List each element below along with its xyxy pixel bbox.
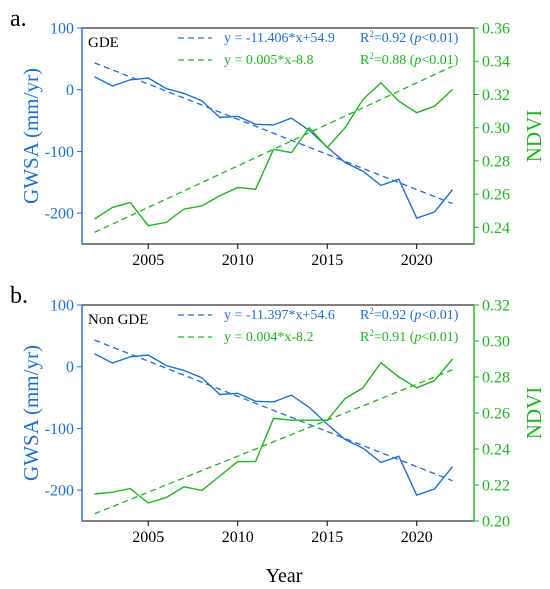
fit-r2: R2=0.91 (p<0.01) [360,328,459,345]
series-line-green [94,81,453,227]
y2-tick-label: 0.26 [482,187,510,204]
y-tick-label: 0 [66,359,74,376]
y-axis-title: GWSA (mm/yr) [19,345,43,481]
x-tick-label: 2010 [222,529,254,546]
trend-line-blue [94,62,453,205]
y2-axis-title: NDVI [522,110,546,163]
y-tick-label: -200 [45,206,74,223]
trend-line-blue [94,339,453,482]
panel-inset-label: Non GDE [88,312,148,328]
y-tick-label: -100 [45,421,74,438]
chart-panel-b: 2005 2010 2015 2020 -200 -100 0 100 0.20 0.22 0.24… [10,283,546,546]
y-tick-label: 100 [50,298,74,315]
y2-tick-label: 0.32 [482,87,510,104]
y2-tick-label: 0.30 [482,334,510,351]
y2-tick-label: 0.36 [482,21,510,38]
fit-equation: y = -11.406*x+54.9 [224,31,335,46]
y2-tick-label: 0.32 [482,298,510,315]
fit-equation: y = 0.005*x-8.8 [224,53,314,68]
trend-line-green [94,369,453,515]
y2-tick-label: 0.24 [482,442,510,459]
y-tick-label: 100 [50,21,74,38]
y2-axis-title: NDVI [522,387,546,440]
fit-r2: R2=0.88 (p<0.01) [360,51,459,68]
x-tick-label: 2005 [132,529,164,546]
panel-label: b. [10,283,28,309]
y-tick-label: 0 [66,82,74,99]
fit-r2: R2=0.92 (p<0.01) [360,306,459,323]
y2-tick-label: 0.28 [482,370,510,387]
y2-tick-label: 0.34 [482,54,510,71]
panel-label: a. [10,6,27,32]
chart-panel-a: 2005 2010 2015 2020 -200 -100 0 100 0.24 0.26 0.28… [10,6,546,269]
panel-inset-label: GDE [88,35,119,51]
series-line-green [94,358,454,504]
y2-tick-label: 0.28 [482,153,510,170]
series-line-blue [94,76,454,219]
fit-equation: y = 0.004*x-8.2 [224,330,314,345]
y2-tick-label: 0.26 [482,406,510,423]
y2-tick-label: 0.22 [482,478,510,495]
y-tick-label: -100 [45,144,74,161]
fit-equation: y = -11.397*x+54.6 [224,308,335,323]
x-tick-label: 2005 [132,252,164,269]
x-tick-label: 2015 [311,529,343,546]
fit-r2: R2=0.92 (p<0.01) [360,29,459,46]
x-tick-label: 2020 [401,529,433,546]
x-tick-label: 2015 [311,252,343,269]
y2-tick-label: 0.20 [482,514,510,531]
y2-tick-label: 0.24 [482,220,510,237]
y-tick-label: -200 [45,483,74,500]
trend-line-green [94,65,453,233]
series-line-blue [94,353,454,496]
x-tick-label: 2010 [222,252,254,269]
x-axis-title: Year [266,565,303,587]
y2-tick-label: 0.30 [482,120,510,137]
x-tick-label: 2020 [401,252,433,269]
y-axis-title: GWSA (mm/yr) [19,68,43,204]
